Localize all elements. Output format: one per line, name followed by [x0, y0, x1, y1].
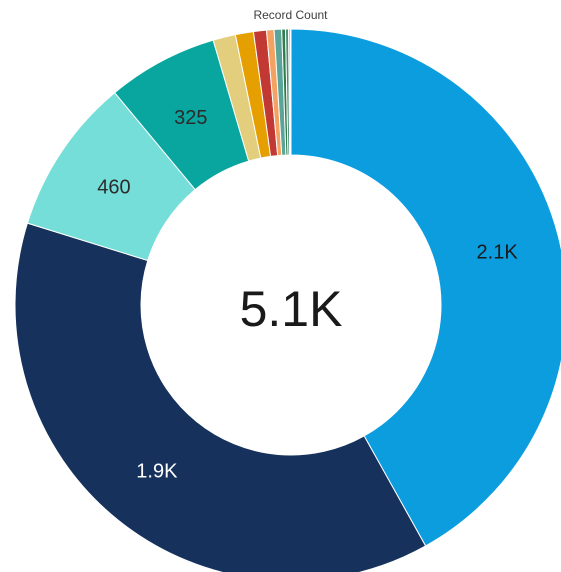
donut-slice-1[interactable] — [14, 222, 427, 572]
chart-title: Record Count — [253, 8, 328, 22]
center-total-label: 5.1K — [240, 281, 343, 337]
slice-label-3: 325 — [174, 107, 207, 129]
slice-label-1: 1.9K — [136, 460, 178, 482]
slice-labels: 2.1K 1.9K 460 325 — [97, 107, 518, 482]
slice-label-2: 460 — [97, 177, 130, 199]
donut-slice-12[interactable] — [289, 28, 292, 156]
donut-slices — [14, 28, 561, 572]
slice-label-0: 2.1K — [477, 241, 519, 263]
donut-slice-0[interactable] — [290, 28, 561, 547]
